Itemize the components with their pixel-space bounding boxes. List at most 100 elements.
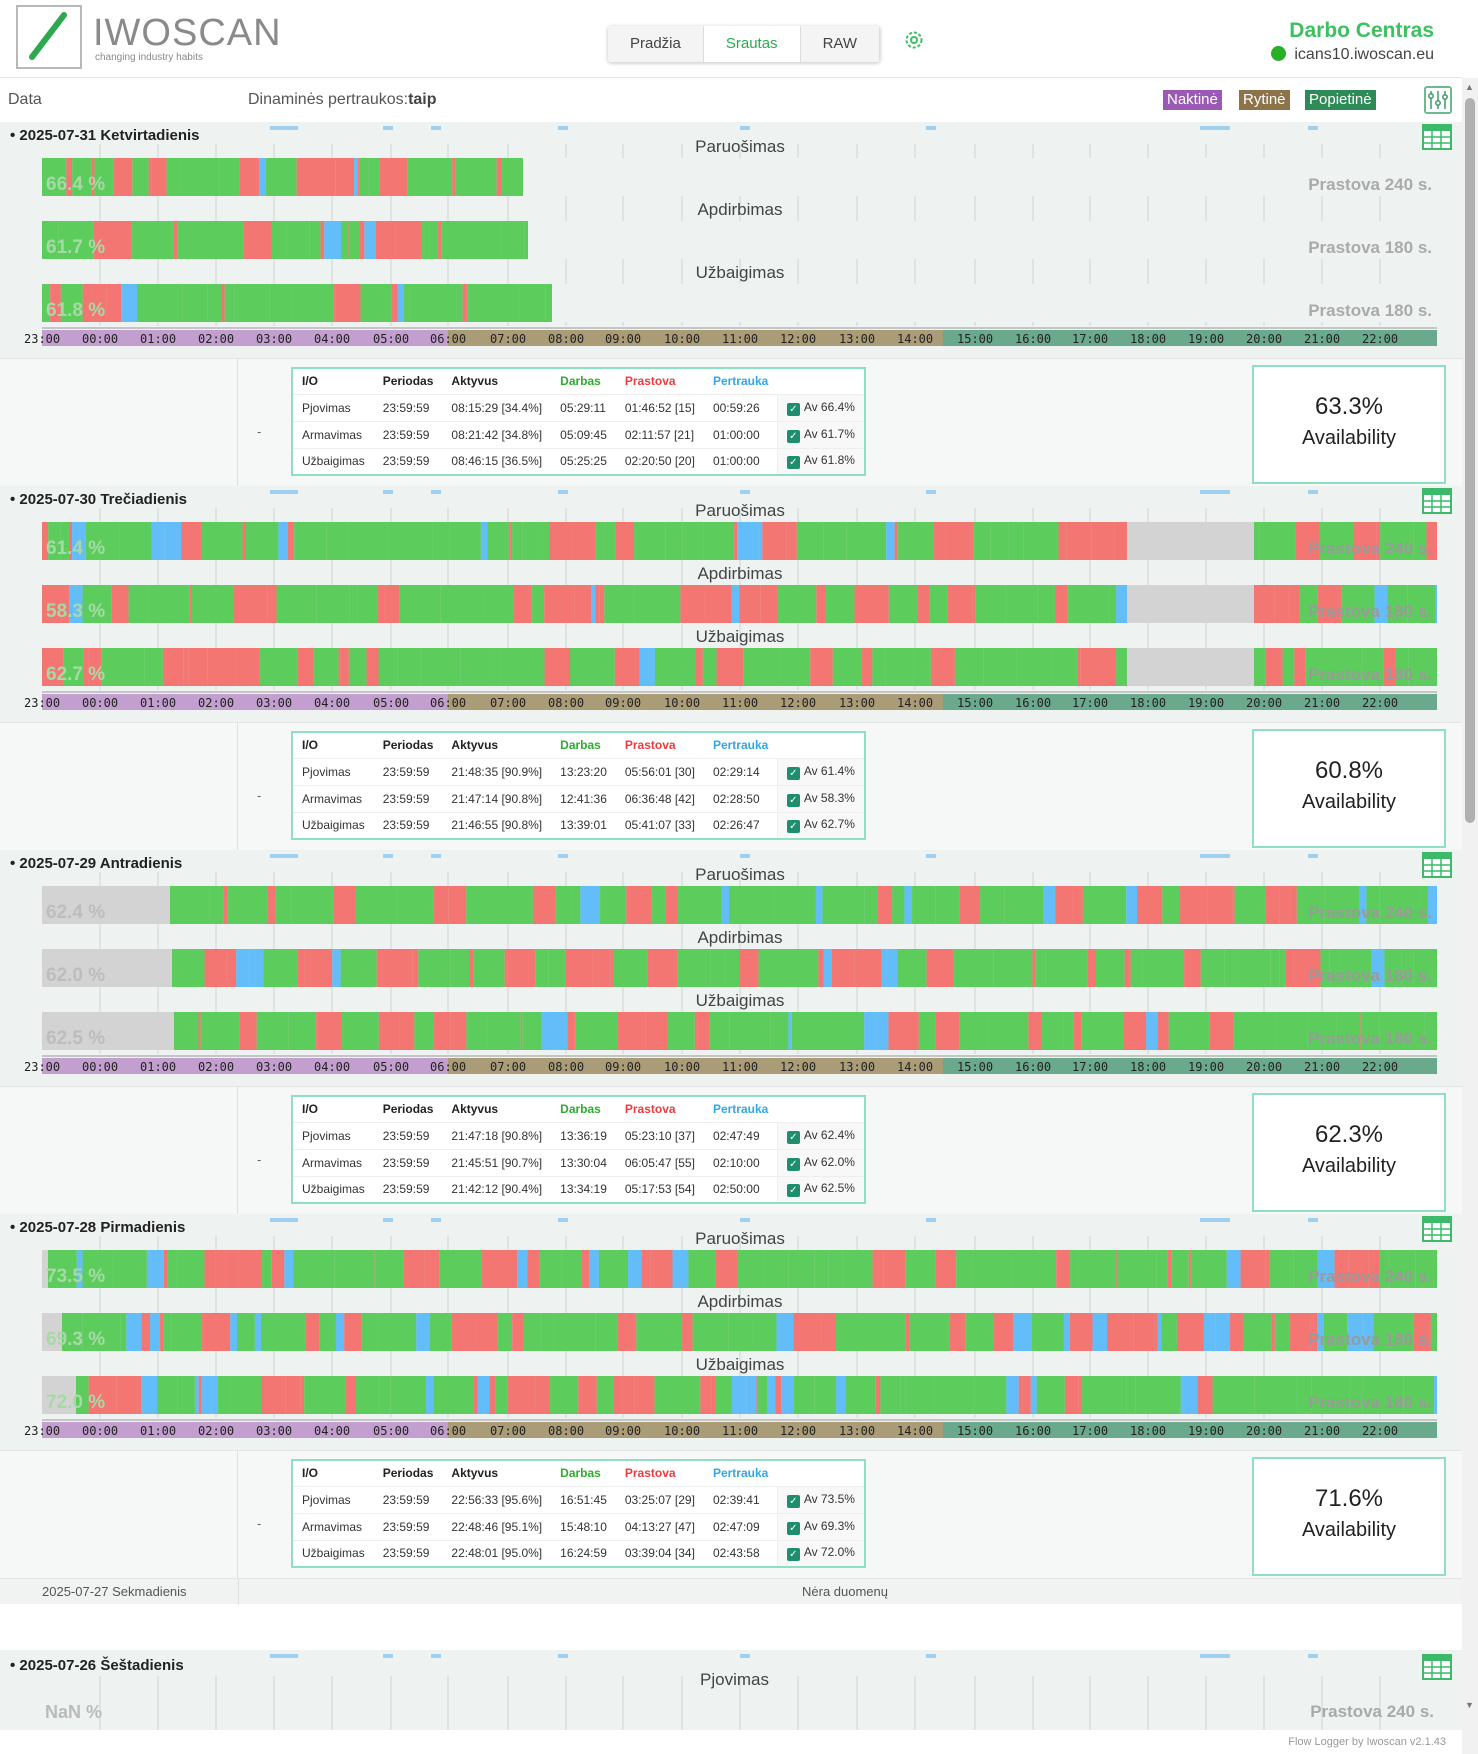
segment-work[interactable]: [909, 1313, 950, 1351]
segment-downtime[interactable]: [226, 949, 237, 987]
segment-work[interactable]: [265, 158, 297, 196]
segment-pause[interactable]: [746, 1376, 757, 1414]
segment-work[interactable]: [349, 585, 358, 623]
segment-downtime[interactable]: [267, 585, 277, 623]
segment-downtime[interactable]: [1073, 886, 1083, 924]
segment-work[interactable]: [224, 284, 235, 322]
segment-downtime[interactable]: [88, 648, 102, 686]
segment-downtime[interactable]: [719, 1250, 738, 1288]
segment-pause[interactable]: [72, 522, 86, 560]
segment-downtime[interactable]: [872, 1250, 884, 1288]
segment-work[interactable]: [455, 158, 497, 196]
segment-work[interactable]: [757, 1376, 768, 1414]
segment-downtime[interactable]: [877, 886, 893, 924]
segment-downtime[interactable]: [1209, 1012, 1234, 1050]
segment-downtime[interactable]: [118, 221, 132, 259]
segment-pause[interactable]: [254, 1313, 261, 1351]
tab-raw[interactable]: RAW: [800, 26, 881, 62]
segment-pause[interactable]: [164, 522, 182, 560]
segment-pause[interactable]: [354, 158, 358, 196]
segment-work[interactable]: [1270, 949, 1280, 987]
segment-work[interactable]: [1349, 648, 1363, 686]
segment-downtime[interactable]: [861, 648, 873, 686]
availability-toggle[interactable]: ✓ Av 62.7%: [776, 811, 865, 839]
segment-downtime[interactable]: [1426, 522, 1437, 560]
segment-pause[interactable]: [731, 585, 740, 623]
segment-pause[interactable]: [426, 1376, 434, 1414]
segment-work[interactable]: [892, 886, 905, 924]
segment-downtime[interactable]: [854, 949, 882, 987]
segment-downtime[interactable]: [260, 1376, 286, 1414]
segment-work[interactable]: [219, 158, 234, 196]
segment-downtime[interactable]: [335, 158, 355, 196]
segment-pause[interactable]: [1226, 1250, 1241, 1288]
segment-work[interactable]: [313, 648, 339, 686]
segment-downtime[interactable]: [641, 1250, 651, 1288]
segment-downtime[interactable]: [1265, 1250, 1270, 1288]
segment-work[interactable]: [634, 522, 666, 560]
segment-work[interactable]: [934, 1376, 974, 1414]
data-label[interactable]: Data: [8, 91, 42, 108]
segment-downtime[interactable]: [793, 1313, 821, 1351]
segment-work[interactable]: [1413, 522, 1427, 560]
segment-work[interactable]: [1156, 1250, 1168, 1288]
segment-pause[interactable]: [541, 1012, 558, 1050]
segment-work[interactable]: [702, 648, 717, 686]
segment-pause[interactable]: [1021, 1313, 1032, 1351]
segment-work[interactable]: [1388, 1250, 1416, 1288]
segment-work[interactable]: [993, 949, 1033, 987]
segment-work[interactable]: [144, 648, 163, 686]
segment-work[interactable]: [378, 648, 398, 686]
segment-downtime[interactable]: [508, 522, 511, 560]
day-title[interactable]: • 2025-07-26 Šeštadienis: [10, 1657, 184, 1674]
segment-work[interactable]: [1340, 648, 1350, 686]
segment-work[interactable]: [487, 1012, 521, 1050]
segment-downtime[interactable]: [207, 648, 236, 686]
segment-downtime[interactable]: [1066, 522, 1092, 560]
segment-work[interactable]: [548, 1376, 579, 1414]
segment-work[interactable]: [1274, 1313, 1290, 1351]
segment-pause[interactable]: [1317, 1250, 1335, 1288]
segment-work[interactable]: [900, 1376, 907, 1414]
segment-work[interactable]: [341, 221, 349, 259]
segment-downtime[interactable]: [113, 158, 133, 196]
segment-downtime[interactable]: [473, 1376, 478, 1414]
segment-downtime[interactable]: [1279, 886, 1291, 924]
segment-work[interactable]: [1171, 1250, 1189, 1288]
segment-work[interactable]: [728, 886, 775, 924]
segment-downtime[interactable]: [106, 284, 122, 322]
segment-work[interactable]: [101, 648, 145, 686]
segment-downtime[interactable]: [613, 1376, 623, 1414]
segment-downtime[interactable]: [1069, 1313, 1093, 1351]
segment-downtime[interactable]: [235, 648, 260, 686]
segment-work[interactable]: [1081, 1376, 1127, 1414]
segment-downtime[interactable]: [734, 522, 738, 560]
segment-work[interactable]: [177, 221, 207, 259]
segment-work[interactable]: [234, 284, 270, 322]
segment-work[interactable]: [836, 1313, 875, 1351]
segment-work[interactable]: [954, 648, 984, 686]
segment-work[interactable]: [94, 158, 114, 196]
segment-work[interactable]: [1430, 1313, 1437, 1351]
segment-downtime[interactable]: [595, 585, 600, 623]
segment-work[interactable]: [460, 648, 491, 686]
segment-work[interactable]: [1408, 648, 1437, 686]
segment-work[interactable]: [275, 886, 292, 924]
segment-downtime[interactable]: [304, 949, 333, 987]
segment-work[interactable]: [340, 949, 377, 987]
segment-work[interactable]: [682, 522, 704, 560]
segment-downtime[interactable]: [760, 585, 778, 623]
segment-work[interactable]: [390, 1376, 427, 1414]
segment-downtime[interactable]: [527, 1250, 540, 1288]
checkbox-icon[interactable]: ✓: [786, 1184, 800, 1198]
segment-downtime[interactable]: [610, 949, 613, 987]
segment-work[interactable]: [542, 522, 550, 560]
segment-work[interactable]: [1016, 648, 1053, 686]
segment-downtime[interactable]: [816, 585, 826, 623]
segment-work[interactable]: [1380, 522, 1414, 560]
segment-pause[interactable]: [1157, 1313, 1162, 1351]
segment-pause[interactable]: [284, 1250, 294, 1288]
segment-pause[interactable]: [517, 1250, 528, 1288]
segment-downtime[interactable]: [581, 1250, 589, 1288]
segment-work[interactable]: [791, 1012, 835, 1050]
